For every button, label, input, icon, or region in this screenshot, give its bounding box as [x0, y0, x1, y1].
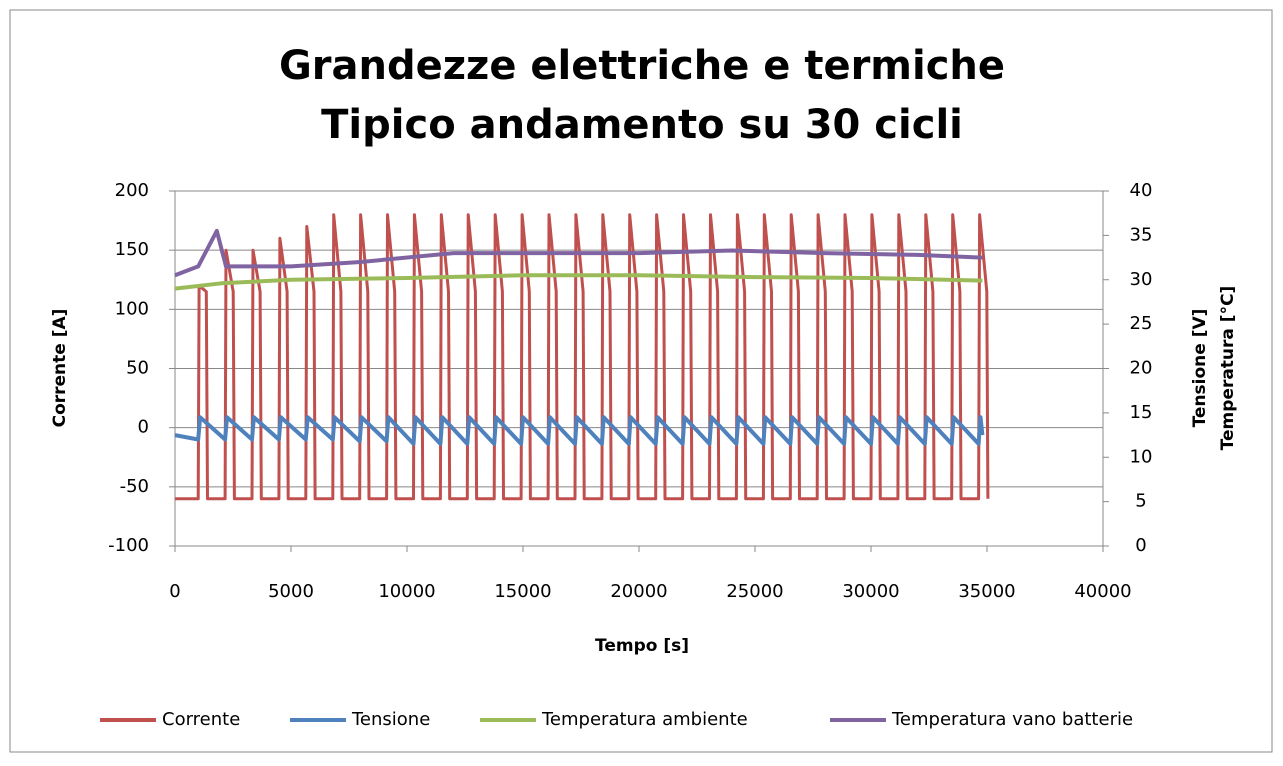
x-tick-label: 0 — [169, 581, 180, 602]
y2-tick-label: 30 — [1130, 269, 1153, 290]
x-tick-label: 15000 — [494, 581, 551, 602]
chart-title: Grandezze elettriche e termiche — [279, 43, 1005, 89]
series-line — [175, 213, 990, 501]
y-tick-label: -100 — [108, 535, 149, 556]
y2-tick-label: 0 — [1135, 535, 1146, 556]
legend-label: Temperatura vano batterie — [891, 709, 1133, 730]
series-line — [174, 415, 985, 446]
chart-title: Tipico andamento su 30 cicli — [321, 102, 963, 148]
y2-tick-label: 15 — [1130, 402, 1153, 423]
y-tick-label: 0 — [138, 417, 149, 438]
y2-tick-label: 25 — [1130, 313, 1153, 334]
x-tick-label: 35000 — [958, 581, 1015, 602]
legend-label: Tensione — [351, 709, 430, 730]
y2-tick-label: 35 — [1130, 224, 1153, 245]
legend-label: Corrente — [162, 709, 240, 730]
y2-tick-label: 40 — [1130, 180, 1153, 201]
y2-axis-label: Temperatura [°C] — [1218, 286, 1238, 451]
y-tick-label: -50 — [120, 476, 149, 497]
y2-tick-label: 10 — [1130, 446, 1153, 467]
x-tick-label: 25000 — [726, 581, 783, 602]
x-tick-label: 10000 — [378, 581, 435, 602]
y-axis-label: Corrente [A] — [50, 309, 70, 428]
y2-axis-label: Tensione [V] — [1190, 309, 1210, 428]
y-tick-label: 100 — [115, 298, 149, 319]
legend-label: Temperatura ambiente — [541, 709, 748, 730]
y-tick-label: 150 — [115, 239, 149, 260]
x-tick-label: 40000 — [1074, 581, 1131, 602]
y-tick-label: 50 — [126, 358, 149, 379]
series-line — [174, 273, 983, 291]
y2-tick-label: 20 — [1130, 358, 1153, 379]
y-tick-label: 200 — [115, 180, 149, 201]
chart-border — [9, 9, 1273, 753]
x-tick-label: 5000 — [268, 581, 314, 602]
series-line — [174, 228, 983, 278]
x-tick-label: 20000 — [610, 581, 667, 602]
y2-tick-label: 5 — [1135, 491, 1146, 512]
x-tick-label: 30000 — [842, 581, 899, 602]
x-axis-label: Tempo [s] — [595, 636, 689, 656]
